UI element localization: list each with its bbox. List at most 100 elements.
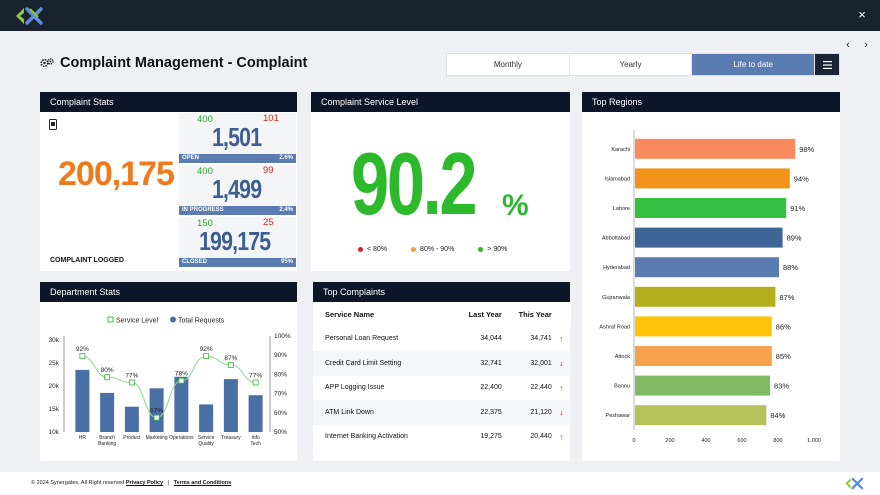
row-name: Personal Loan Request [325,335,399,343]
legend-service-level-marker [107,316,114,323]
department-stats-card: Department Stats 30k 25k 20k 15k 10k 100% 90% 8… [40,282,297,461]
service-level-label: 78% [175,371,188,378]
closed-pct: 95% [280,259,293,265]
x-tick-label: 200 [665,438,674,444]
close-button[interactable]: × [858,7,866,22]
region-value-label: 89% [787,234,802,243]
service-level-legend: < 80% 80% - 90% > 90% [358,246,507,253]
page-title-text: Complaint Management - Complaint [60,55,308,71]
legend-total-requests-marker [170,316,176,323]
terms-link[interactable]: Terms and Conditions [173,480,232,486]
dept-category-label: Marketing [146,435,168,441]
page-title: Complaint Management - Complaint [40,55,307,71]
service-level-label: 92% [76,346,89,353]
in-progress-bar: IN PROGRESS 2.4% [179,206,296,215]
phone-icon [49,119,57,130]
tab-monthly[interactable]: Monthly [447,54,570,75]
card-title: Department Stats [40,282,297,302]
legend-service-level-label: Service Level [116,318,158,325]
card-title: Complaint Service Level [311,92,570,112]
tab-yearly[interactable]: Yearly [570,54,693,75]
hamburger-menu-icon[interactable] [815,54,840,75]
dept-category-label: Treasury [221,435,241,441]
left-tick-label: 25k [49,360,60,367]
open-value: 1,501 [212,122,262,152]
tab-life-to-date[interactable]: Life to date [692,54,816,75]
service-level-label: 77% [125,372,138,379]
top-bar: × [0,0,880,31]
row-name: Credit Card Limit Setting [325,359,402,367]
complaint-logged-panel: 200,175 COMPLAINT LOGGED [40,112,178,270]
dept-bar [124,406,139,432]
region-bar [635,227,783,248]
region-bar [635,286,776,307]
dept-bar [248,395,263,432]
trend-down-icon: ↓ [559,407,564,418]
app-logo-icon[interactable] [14,6,44,26]
department-stats-chart: 30k 25k 20k 15k 10k 100% 90% 80% 70% 60% 50% Servic… [49,316,291,447]
dept-category-label: Tech [250,441,261,447]
row-last-year: 32,741 [480,359,502,367]
region-label: Gujranwala [602,295,631,301]
closed-bar: CLOSED 95% [179,258,296,267]
region-value-label: 91% [790,204,805,213]
row-this-year: 20,440 [530,433,552,441]
region-bar [635,138,796,159]
closed-label: CLOSED [182,259,208,265]
row-last-year: 34,044 [480,335,502,343]
right-tick-label: 50% [274,429,287,436]
dept-category-label: Info [251,435,260,441]
in-progress-label: IN PROGRESS [182,207,224,213]
table-row[interactable]: ATM Link Down 22,375 21,120 ↓ [313,400,571,425]
right-tick-label: 90% [274,352,287,359]
privacy-policy-link[interactable]: Privacy Policy [125,480,164,486]
service-level-label: 57% [150,408,163,415]
region-value-label: 85% [776,352,791,361]
row-this-year: 21,120 [530,408,552,416]
prev-arrow-icon[interactable]: ‹ [846,39,850,51]
dept-category-label: Product [123,435,141,441]
region-label: Hyderabad [603,265,630,271]
region-value-label: 83% [774,382,789,391]
table-row[interactable]: Internet Banking Activation 19,275 20,44… [313,425,571,450]
dept-bar [174,376,189,432]
x-tick-label: 800 [773,438,782,444]
region-label: Attock [615,354,631,360]
top-regions-chart: Karachi 98% Islamabad 94% Lahore 91% Abbottaba… [599,130,821,444]
service-level-point [153,414,160,421]
trend-up-icon: ↑ [559,333,564,344]
next-arrow-icon[interactable]: › [864,39,868,51]
footer-separator: | [167,480,170,486]
copyright-text: © 2024 Synergates, All Right reserved [31,480,125,486]
open-stat: 400 101 1,501 OPEN 2.6% [179,113,296,163]
col-this-year: This Year [518,309,552,319]
table-row[interactable]: Personal Loan Request 34,044 34,741 ↑ [313,327,571,352]
dept-bar [75,369,90,432]
x-tick-label: 1,000 [807,438,821,444]
x-tick-label: 600 [737,438,746,444]
footer: © 2024 Synergates, All Right reserved Pr… [0,472,880,495]
col-last-year: Last Year [468,309,502,319]
region-bar [635,375,770,396]
in-progress-red-count: 99 [263,165,274,176]
service-level-label: 77% [249,372,262,379]
legend-total-requests-label: Total Requests [178,318,225,325]
region-value-label: 94% [794,174,809,183]
card-title: Top Complaints [313,282,570,302]
region-bar [635,316,772,337]
dept-category-label: Branch [99,435,115,441]
trend-up-icon: ↑ [559,431,564,442]
x-tick-label: 0 [632,438,635,444]
row-last-year: 22,400 [480,384,502,392]
right-tick-label: 100% [274,333,291,340]
left-tick-label: 10k [49,429,60,436]
row-name: Internet Banking Activation [325,433,408,441]
in-progress-stat: 400 99 1,499 IN PROGRESS 2.4% [179,165,296,215]
region-label: Karachi [611,147,630,153]
left-tick-label: 30k [49,337,60,344]
table-row[interactable]: Credit Card Limit Setting 32,741 32,001 … [313,351,571,376]
row-this-year: 32,001 [530,359,552,367]
card-title: Complaint Stats [40,92,297,112]
table-row[interactable]: APP Logging Issue 22,400 22,440 ↑ [313,376,571,401]
region-bar [635,405,767,426]
